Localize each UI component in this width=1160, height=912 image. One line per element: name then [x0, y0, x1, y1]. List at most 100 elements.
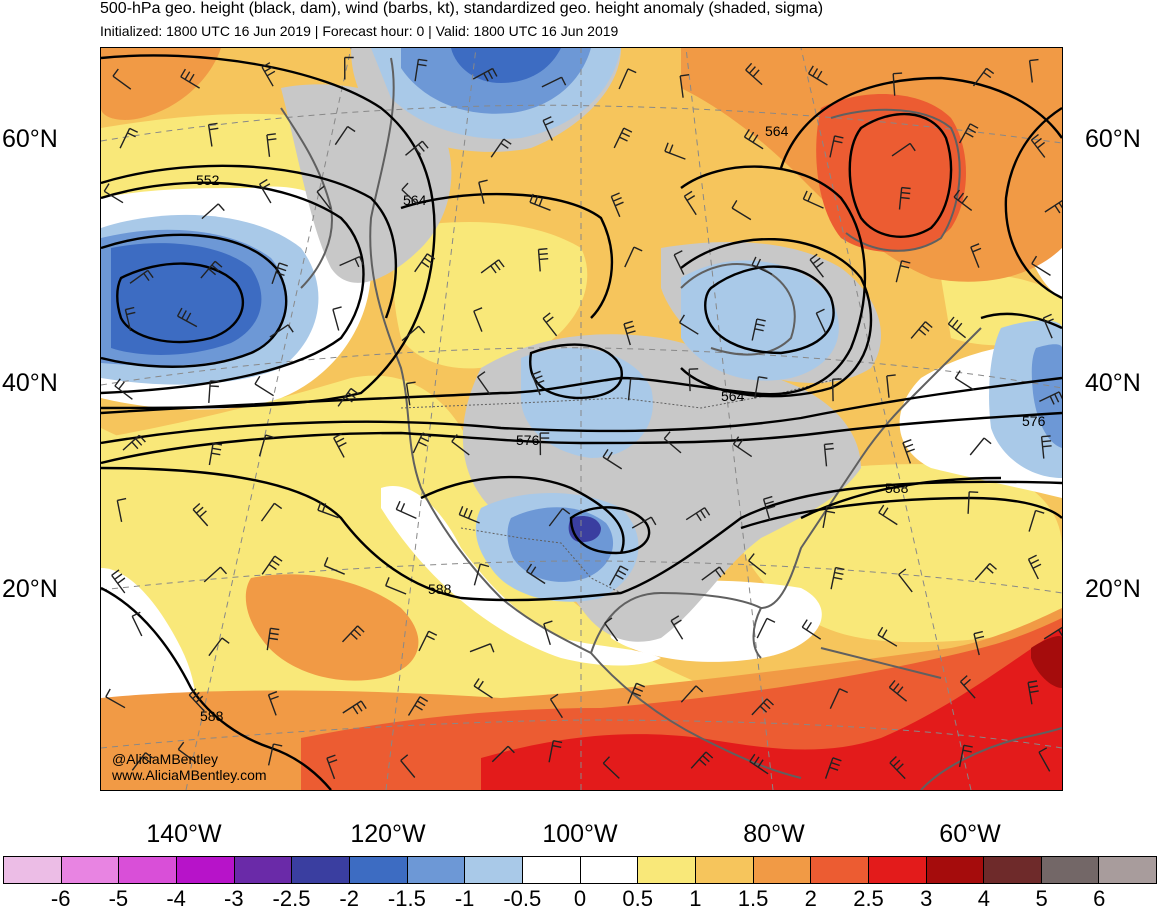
wind-barb	[602, 449, 623, 470]
wind-barb	[1043, 626, 1062, 640]
wind-barb	[259, 178, 272, 204]
wind-barb	[188, 688, 205, 712]
wind-barb	[954, 370, 975, 391]
chart-title: 500-hPa geo. height (black, dam), wind (…	[100, 0, 824, 17]
colorbar-tick-label: -0.5	[503, 886, 542, 911]
wind-barb	[663, 431, 682, 454]
contour-label: 564	[765, 123, 789, 139]
wind-barb	[683, 190, 697, 216]
wind-barb	[543, 620, 553, 646]
wind-barb	[831, 378, 842, 402]
wind-barb	[958, 123, 979, 144]
wind-barb	[458, 506, 480, 524]
colorbar-tick-label: -3	[224, 886, 244, 911]
wind-barb	[613, 127, 633, 149]
wind-barb	[1028, 58, 1039, 83]
wind-barb	[385, 577, 407, 595]
wind-barb	[254, 375, 274, 397]
wind-barb	[177, 741, 197, 764]
wind-barb	[414, 58, 428, 82]
wind-barb	[680, 685, 704, 703]
wind-barb	[618, 68, 637, 90]
wind-barb	[1031, 255, 1051, 276]
contour-576	[101, 411, 1062, 465]
longitude-line-80w	[685, 48, 774, 790]
wind-barb	[473, 678, 493, 699]
wind-barb	[895, 260, 911, 283]
wind-barb	[267, 743, 283, 766]
colorbar-swatch	[638, 857, 696, 883]
wind-barb	[111, 569, 126, 594]
colorbar-swatch	[292, 857, 350, 883]
wind-barb	[953, 189, 973, 211]
contour-label: 552	[196, 172, 220, 188]
wind-barb	[266, 133, 277, 157]
lat-label-20n-right: 20°N	[1085, 575, 1141, 603]
colorbar-swatch	[580, 857, 639, 883]
colorbar-swatch	[119, 857, 177, 883]
wind-barb	[208, 380, 220, 403]
wind-barb	[395, 500, 417, 520]
colorbar-swatch	[984, 857, 1042, 883]
wind-barb	[970, 243, 982, 268]
lon-label-120w: 120°W	[350, 820, 426, 848]
colorbar-swatch	[1041, 857, 1100, 883]
colorbar-swatch	[868, 857, 927, 883]
wind-barb	[751, 256, 773, 275]
wind-barb	[631, 516, 657, 529]
wind-barb	[267, 691, 279, 716]
wind-barb	[332, 306, 342, 331]
wind-barb	[627, 682, 645, 704]
wind-barb	[878, 504, 898, 526]
wind-barb	[889, 755, 906, 780]
wind-barb	[830, 566, 845, 590]
colorbar-swatch	[407, 857, 466, 883]
wind-barb	[342, 700, 367, 715]
wind-barb	[898, 186, 911, 210]
colorbar-tick-label: -1	[454, 886, 475, 911]
wind-barb	[261, 62, 276, 87]
wind-barb	[802, 190, 824, 209]
wind-barb	[258, 434, 275, 457]
wind-barb	[401, 182, 419, 206]
border-us-mexico	[460, 527, 622, 594]
wind-barb	[208, 637, 230, 657]
colorbar-tick-label: 1	[689, 886, 702, 911]
lon-label-100w: 100°W	[542, 820, 618, 848]
wind-barb	[967, 491, 979, 514]
contour-552	[101, 164, 398, 319]
wind-barb	[339, 255, 364, 268]
wind-barb	[271, 262, 288, 285]
wind-barb	[192, 502, 209, 527]
lat-label-40n-right: 40°N	[1085, 369, 1141, 397]
wind-barb	[337, 387, 359, 407]
contour-588-east	[740, 496, 1062, 530]
wind-barb	[822, 505, 836, 529]
wind-barb	[891, 142, 916, 157]
wind-barb	[623, 320, 636, 346]
contour-alaska-low-outer	[101, 181, 365, 395]
anomaly-dark-red	[1031, 636, 1062, 688]
credit-handle: @AliciaMBentley	[112, 751, 219, 767]
wind-barb	[732, 436, 753, 458]
anomaly-orange-northwest	[101, 48, 221, 120]
wind-barb	[207, 122, 219, 147]
wind-barb	[269, 324, 294, 338]
wind-barb	[959, 675, 976, 699]
contour-east-low	[704, 265, 835, 355]
wind-barb	[609, 565, 629, 586]
wind-barb	[731, 200, 752, 221]
wind-barb	[809, 253, 824, 278]
colorbar-tick-label: 4	[977, 886, 991, 911]
lat-label-40n-left: 40°N	[2, 369, 58, 397]
contour-label: 564	[721, 388, 745, 404]
wind-barb	[341, 625, 365, 643]
colorbar-tick-label: 0.5	[622, 886, 653, 911]
anomaly-white-mexico	[381, 486, 661, 666]
wind-barb	[754, 376, 768, 399]
contour-label: 576	[516, 432, 540, 448]
wind-barb	[1027, 554, 1042, 580]
credit-website: www.AliciaMBentley.com	[112, 767, 267, 783]
wind-barb	[898, 568, 913, 593]
colorbar-tick-label: -2	[339, 886, 359, 911]
